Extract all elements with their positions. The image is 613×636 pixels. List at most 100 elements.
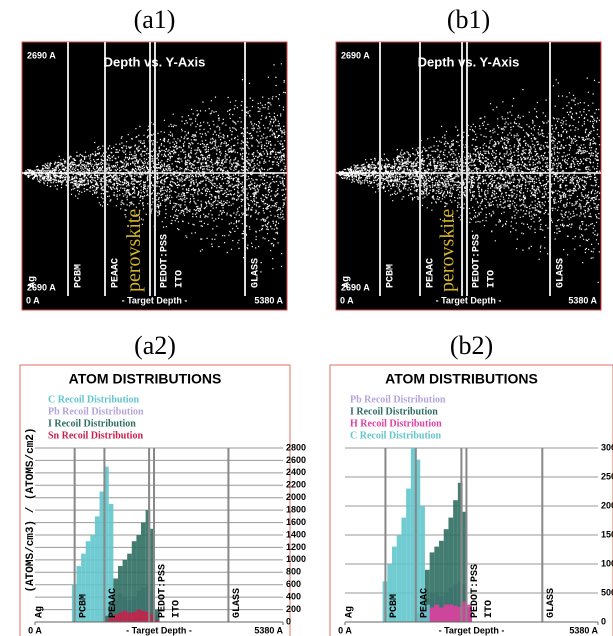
histogram-bar	[150, 528, 155, 622]
histogram-bar	[406, 488, 411, 622]
recoil-cloud	[338, 77, 601, 283]
histogram-bar	[439, 607, 444, 622]
histogram-bar	[141, 610, 146, 622]
layer-label: PCBM	[389, 594, 400, 618]
layer-label: PCBM	[74, 264, 85, 288]
histogram-bar	[117, 612, 123, 622]
histogram-bar	[99, 491, 105, 622]
histogram-bar	[122, 610, 128, 622]
histogram-bar	[104, 615, 109, 622]
panel-label: (b2)	[450, 331, 493, 360]
layer-label: ITO	[484, 600, 495, 618]
histogram-bar	[429, 552, 435, 622]
layer-label: PEAAC	[419, 588, 430, 618]
histogram-bar	[424, 604, 430, 622]
histogram-bar	[453, 500, 458, 622]
y-tick-label: 400	[286, 592, 301, 602]
y-tick-label: 1000	[286, 554, 306, 564]
histogram-bar	[467, 604, 472, 622]
layer-label: Ag	[35, 606, 46, 618]
histogram-bar	[429, 607, 435, 622]
x-start: 0 A	[26, 295, 40, 305]
layer-label: GLASS	[251, 258, 262, 288]
x-tick-label: 0 A	[338, 625, 352, 635]
histogram-bar	[127, 612, 132, 622]
y-tick-label: 0	[601, 616, 606, 626]
panel-label: (a1)	[134, 5, 176, 34]
y-top-label: 2690 A	[27, 50, 56, 60]
y-tick-label: 2000	[286, 492, 306, 502]
histogram-bar	[392, 546, 397, 622]
histogram-bar	[453, 605, 458, 622]
material-label: perovskite	[437, 209, 459, 292]
layer-label: PEAAC	[108, 588, 119, 618]
histogram-bar	[396, 535, 402, 622]
histogram-bar	[81, 553, 86, 622]
legend-entry: Pb Recoil Distribution	[48, 406, 144, 417]
layer-label: PEAAC	[426, 258, 437, 288]
x-label: - Target Depth -	[122, 295, 188, 305]
layer-label: GLASS	[556, 258, 567, 288]
histogram-bar	[150, 614, 155, 622]
legend-entry: C Recoil Distribution	[48, 394, 140, 405]
y-tick-label: 2600	[286, 455, 306, 465]
material-label: perovskite	[123, 209, 145, 292]
histogram-bar	[113, 578, 118, 622]
x-tick-label: 5380 A	[254, 625, 283, 635]
y-axis-label: (ATOMS/cm3) / (ATOMS/cm2)	[25, 427, 37, 592]
histogram-bar	[434, 604, 440, 622]
chart-title: ATOM DISTRIBUTIONS	[385, 371, 538, 387]
chart-title: ATOM DISTRIBUTIONS	[69, 371, 222, 387]
y-tick-label: 2400	[286, 467, 306, 477]
legend-entry: I Recoil Distribution	[48, 418, 136, 429]
histogram-bar	[145, 510, 151, 622]
layer-label: GLASS	[546, 588, 557, 618]
x-tick-label: 0 A	[28, 625, 42, 635]
histogram-bar	[108, 618, 114, 622]
histogram-bar	[457, 482, 463, 622]
histogram-bar	[122, 559, 128, 622]
panel-label: (b1)	[447, 5, 490, 34]
legend-entry: I Recoil Distribution	[350, 406, 438, 417]
layer-label: ITO	[172, 600, 183, 618]
panel-label: (a2)	[134, 331, 176, 360]
image-title: Depth vs. Y-Axis	[418, 54, 520, 69]
y-tick-label: 1000	[601, 558, 613, 568]
layer-label: ITO	[487, 270, 498, 288]
y-tick-label: 2000	[601, 500, 613, 510]
histogram-bar	[154, 609, 160, 622]
histogram-bar	[410, 448, 416, 622]
layer-label: PEDOT:PSS	[160, 234, 171, 288]
x-label: - Target Depth -	[436, 295, 502, 305]
y-tick-label: 500	[601, 587, 613, 597]
y-bottom-label: 2690 A	[341, 282, 370, 292]
histogram-bar	[387, 564, 393, 622]
y-bottom-label: 2690 A	[27, 282, 56, 292]
y-tick-label: 200	[286, 604, 301, 614]
histogram-bar	[145, 612, 151, 622]
histogram-bar	[117, 566, 123, 622]
layer-label: Ag	[345, 606, 356, 618]
histogram-bar	[424, 569, 430, 622]
histogram-bar	[420, 506, 425, 622]
legend-entry: C Recoil Distribution	[350, 430, 442, 441]
histogram-bar	[136, 535, 142, 622]
histogram-bar	[439, 540, 444, 622]
y-tick-label: 1500	[601, 529, 613, 539]
histogram-bar	[85, 541, 91, 622]
layer-label: PEDOT:PSS	[472, 234, 483, 288]
x-axis-label: - Target Depth -	[439, 625, 505, 635]
x-end: 5380 A	[254, 295, 283, 305]
chart-frame	[329, 364, 613, 636]
x-tick-label: 5380 A	[569, 625, 598, 635]
y-tick-label: 800	[286, 567, 301, 577]
y-tick-label: 2200	[286, 480, 306, 490]
y-tick-label: 3000	[601, 442, 613, 452]
histogram-bar	[457, 606, 463, 622]
y-tick-label: 2500	[601, 471, 613, 481]
y-tick-label: 1200	[286, 542, 306, 552]
layer-label: PCBM	[78, 594, 89, 618]
layer-label: Ag	[28, 276, 39, 288]
